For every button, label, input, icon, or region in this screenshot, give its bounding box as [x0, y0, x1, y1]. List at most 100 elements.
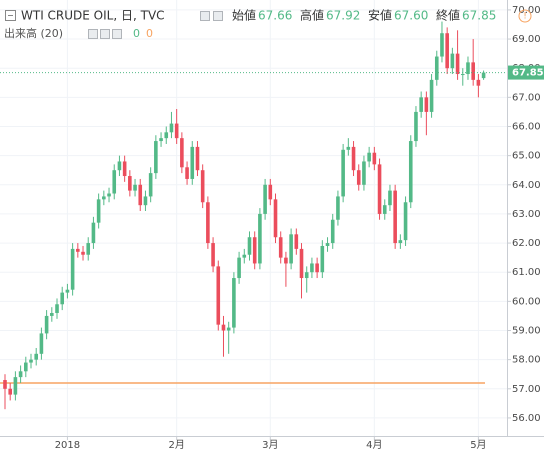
candle-body: [429, 79, 434, 112]
y-tick-label: 64.00: [512, 180, 541, 191]
warning-mark: !: [523, 12, 527, 22]
icon-button[interactable]: [200, 11, 210, 21]
y-tick-label: 62.00: [512, 238, 541, 249]
candle-body: [299, 248, 304, 279]
icon-button[interactable]: [112, 29, 122, 39]
ohlc-value: 67.66: [258, 9, 292, 23]
candle-body: [133, 184, 137, 191]
candle-body: [325, 243, 330, 246]
candle-body: [102, 196, 106, 200]
icon-button[interactable]: [213, 11, 223, 21]
candle-body: [440, 33, 444, 57]
candle-body: [455, 53, 460, 75]
candle-body: [86, 243, 91, 255]
candle-body: [310, 263, 314, 273]
candle-body: [377, 164, 382, 214]
warning-icon[interactable]: [518, 9, 532, 23]
candle-body: [211, 243, 215, 267]
candle-body: [159, 138, 163, 142]
candle-body: [252, 237, 257, 264]
candle-body: [154, 141, 158, 174]
candle-body: [200, 170, 205, 203]
candle-body: [247, 237, 252, 255]
volume-value: 0: [133, 27, 140, 40]
x-tick-label: 4月: [366, 439, 382, 451]
header: WTI CRUDE OIL, 日, TVC ! 出来高 (20) 始値 67.66…: [4, 8, 532, 40]
y-tick-label: 58.00: [512, 355, 541, 366]
candle-body: [96, 199, 101, 223]
volume-label: 出来高 (20): [4, 26, 63, 40]
candle-body: [107, 193, 111, 197]
candle-body: [476, 79, 481, 86]
axes: 56.00 57.00 58.00 59.00 60.00 61.00 62.00 63.00…: [55, 5, 544, 451]
x-tick-label: 5月: [470, 439, 486, 451]
candle-body: [190, 146, 195, 179]
y-tick-label: 65.00: [512, 151, 541, 162]
y-tick-label: 60.00: [512, 296, 541, 307]
candle-body: [304, 272, 309, 279]
candle-body: [180, 138, 184, 168]
candle-body: [39, 333, 44, 354]
candle-body: [408, 141, 413, 203]
candle-body: [284, 257, 288, 264]
y-tick-label: 56.00: [512, 413, 541, 424]
candle-body: [398, 240, 403, 244]
ohlc-name: 高値: [300, 8, 324, 23]
grid: [0, 0, 507, 436]
volume-value: 0: [146, 27, 153, 40]
y-tick-label: 61.00: [512, 267, 541, 278]
candle-body: [169, 123, 174, 133]
candle-body: [29, 359, 33, 363]
candle-body: [346, 146, 351, 150]
candle-body: [13, 377, 18, 395]
y-tick-label: 59.00: [512, 325, 541, 336]
last-price-label: 67.85: [512, 68, 544, 79]
candle-body: [424, 97, 429, 112]
candle-body: [445, 33, 449, 69]
candle-body: [50, 313, 54, 316]
y-tick-label: 57.00: [512, 384, 541, 395]
candle-body: [268, 184, 273, 200]
candle-body: [341, 149, 345, 197]
candle-body: [34, 353, 39, 360]
x-tick-label: 2018: [55, 440, 80, 451]
candle-body: [122, 161, 127, 177]
candle-body: [128, 176, 132, 191]
candle-body: [367, 152, 371, 162]
candle-body: [221, 324, 226, 331]
candle-body: [206, 202, 210, 244]
x-tick-label: 3月: [262, 439, 278, 451]
candle-body: [289, 234, 293, 264]
icon-button[interactable]: [100, 29, 110, 39]
candle-body: [148, 173, 153, 197]
candle-body: [466, 62, 470, 75]
candle-body: [24, 362, 28, 372]
candle-body: [315, 263, 319, 273]
candle-body: [195, 146, 200, 171]
candle-body: [3, 380, 7, 389]
candle-body: [351, 146, 356, 171]
candle-body: [388, 190, 392, 206]
candle-body: [91, 222, 96, 244]
candle-body: [356, 170, 361, 185]
candle-body: [320, 245, 325, 273]
candle-body: [419, 97, 423, 112]
candle-body: [185, 167, 189, 179]
y-tick-label: 67.00: [512, 92, 541, 103]
candle-body: [81, 251, 85, 255]
ohlc-value: 67.92: [326, 9, 360, 23]
candle-body: [414, 111, 418, 142]
ohlc-name: 終値: [436, 8, 460, 23]
icon-button[interactable]: [88, 29, 98, 39]
symbol: WTI CRUDE OIL, 日, TVC: [21, 9, 165, 23]
candle-body: [226, 327, 231, 331]
ohlc-value: 67.85: [462, 9, 496, 23]
candle-body: [76, 248, 80, 252]
last-price-tag: [508, 65, 544, 80]
x-tick-label: 2月: [168, 439, 184, 451]
candle-body: [18, 371, 23, 378]
candle-body: [273, 199, 278, 238]
candle-body: [138, 184, 143, 206]
